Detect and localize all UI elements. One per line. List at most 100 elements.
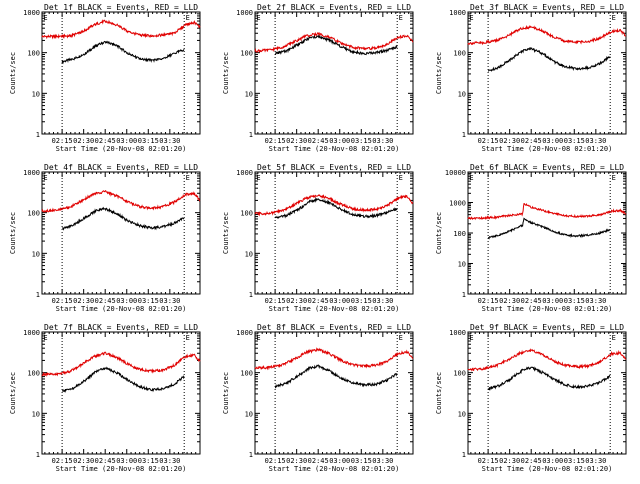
flag-label: E [469, 14, 473, 22]
series-line [467, 24, 627, 46]
x-tick-label: 03:30 [585, 297, 606, 305]
x-tick-label: 02:30 [499, 457, 520, 465]
y-tick-label: 100 [27, 210, 40, 218]
y-tick-label: 1000 [236, 9, 253, 17]
series-line [254, 194, 414, 217]
x-tick-label: 02:30 [286, 137, 307, 145]
x-tick-label: 02:30 [73, 457, 94, 465]
x-tick-label: 02:45 [308, 137, 329, 145]
x-axis-label: Start Time (20-Nov-08 02:01:20) [56, 145, 187, 153]
series-line [61, 206, 185, 231]
x-tick-label: 02:45 [308, 457, 329, 465]
y-tick-label: 10 [458, 410, 466, 418]
flag-label: E [43, 174, 47, 182]
plot-frame [467, 331, 627, 455]
series-line [487, 366, 611, 392]
y-axis-label: Counts/sec [435, 372, 443, 414]
x-tick-label: 03:15 [138, 137, 159, 145]
x-tick-label: 03:00 [116, 457, 137, 465]
flag-label: E [612, 334, 616, 342]
plot-frame [467, 11, 627, 135]
x-axis-label: Start Time (20-Nov-08 02:01:20) [269, 465, 400, 473]
flag-label: E [256, 334, 260, 342]
x-tick-label: 03:15 [351, 297, 372, 305]
chart-title: Det 1f BLACK = Events, RED = LLD [44, 3, 198, 12]
series-line [467, 348, 627, 372]
x-tick-label: 03:00 [116, 297, 137, 305]
y-tick-label: 100 [240, 50, 253, 58]
flag-label: E [469, 174, 473, 182]
x-axis-label: Start Time (20-Nov-08 02:01:20) [56, 465, 187, 473]
chart-title: Det 9f BLACK = Events, RED = LLD [470, 323, 624, 332]
y-tick-label: 100 [453, 50, 466, 58]
x-tick-label: 02:15 [265, 297, 286, 305]
series-line [275, 364, 398, 389]
series-line [61, 40, 185, 65]
y-axis-label: Counts/sec [9, 212, 17, 254]
chart-panel: Det 4f BLACK = Events, RED = LLD 1 10 100 10… [9, 163, 201, 313]
y-tick-label: 10 [32, 410, 40, 418]
x-tick-label: 03:15 [138, 457, 159, 465]
x-tick-label: 02:30 [499, 137, 520, 145]
flag-label: E [43, 334, 47, 342]
y-tick-label: 1000 [449, 329, 466, 337]
y-axis-label: Counts/sec [9, 52, 17, 94]
y-tick-label: 1 [249, 131, 253, 139]
plot-frame [254, 11, 414, 135]
y-tick-label: 1 [36, 451, 40, 459]
flag-label: E [256, 14, 260, 22]
chart-panel: Det 6f BLACK = Events, RED = LLD 1 10 100 10… [435, 163, 627, 313]
series-line [274, 196, 398, 219]
flag-label: E [399, 14, 403, 22]
flag-label: E [256, 174, 260, 182]
x-tick-label: 03:30 [585, 457, 606, 465]
y-tick-label: 1000 [23, 9, 40, 17]
chart-panel: Det 2f BLACK = Events, RED = LLD 1 10 100 10… [222, 3, 414, 153]
x-tick-label: 03:00 [329, 137, 350, 145]
chart-title: Det 6f BLACK = Events, RED = LLD [470, 163, 624, 172]
chart-panel: Det 3f BLACK = Events, RED = LLD 1 10 100 10… [435, 3, 627, 153]
x-axis-label: Start Time (20-Nov-08 02:01:20) [482, 465, 613, 473]
flag-label: E [186, 334, 190, 342]
y-tick-label: 10 [458, 261, 466, 269]
y-axis-label: Counts/sec [222, 52, 230, 94]
y-tick-label: 10 [458, 90, 466, 98]
x-tick-label: 03:30 [372, 297, 393, 305]
x-tick-label: 02:15 [265, 137, 286, 145]
chart-panel: Det 7f BLACK = Events, RED = LLD 1 10 100 10… [9, 323, 201, 473]
x-tick-label: 02:30 [73, 297, 94, 305]
x-tick-label: 02:15 [478, 137, 499, 145]
flag-label: E [186, 174, 190, 182]
x-tick-label: 03:15 [564, 297, 585, 305]
chart-panel: Det 9f BLACK = Events, RED = LLD 1 10 100 10… [435, 323, 627, 473]
y-tick-label: 1000 [449, 9, 466, 17]
x-tick-label: 02:15 [478, 457, 499, 465]
flag-label: E [186, 14, 190, 22]
flag-label: E [399, 174, 403, 182]
y-tick-label: 100 [27, 370, 40, 378]
plot-frame [254, 331, 414, 455]
x-tick-label: 02:45 [308, 297, 329, 305]
y-tick-label: 1 [249, 451, 253, 459]
y-tick-label: 100 [240, 370, 253, 378]
x-tick-label: 03:30 [372, 457, 393, 465]
y-tick-label: 1000 [23, 329, 40, 337]
flag-label: E [469, 334, 473, 342]
chart-panel: Det 8f BLACK = Events, RED = LLD 1 10 100 10… [222, 323, 414, 473]
chart-title: Det 3f BLACK = Events, RED = LLD [470, 3, 624, 12]
x-tick-label: 03:30 [372, 137, 393, 145]
chart-title: Det 5f BLACK = Events, RED = LLD [257, 163, 411, 172]
y-axis-label: Counts/sec [9, 372, 17, 414]
x-tick-label: 03:15 [138, 297, 159, 305]
x-tick-label: 02:30 [286, 297, 307, 305]
x-tick-label: 03:30 [159, 137, 180, 145]
y-tick-label: 1 [462, 131, 466, 139]
y-axis-label: Counts/sec [222, 212, 230, 254]
y-tick-label: 1 [462, 451, 466, 459]
x-tick-label: 03:00 [116, 137, 137, 145]
series-line [254, 31, 414, 54]
x-tick-label: 03:30 [585, 137, 606, 145]
flag-label: E [399, 334, 403, 342]
x-tick-label: 02:15 [265, 457, 286, 465]
